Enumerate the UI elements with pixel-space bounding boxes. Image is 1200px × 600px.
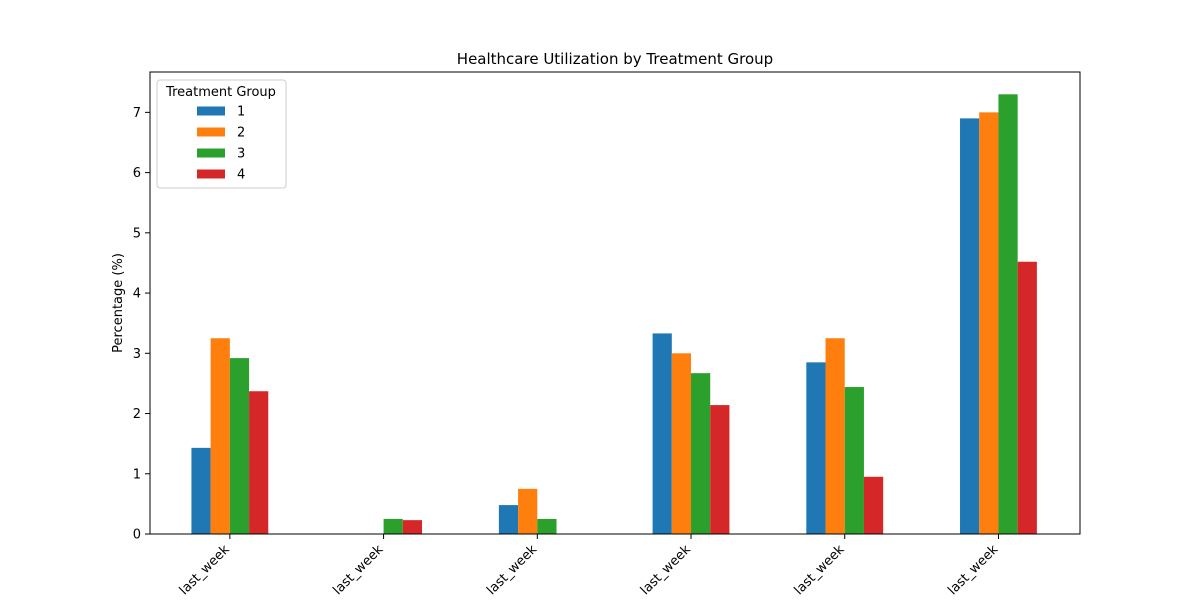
bar-series-2-cat-6	[979, 112, 999, 535]
y-tick-label: 6	[133, 166, 141, 181]
chart-title: Healthcare Utilization by Treatment Grou…	[457, 50, 773, 68]
bar-series-3-cat-1	[229, 358, 250, 534]
bar-series-1-cat-5	[806, 362, 826, 534]
bar-series-3-cat-4	[691, 373, 711, 534]
bar-series-4-cat-4	[710, 405, 730, 534]
y-tick-label: 1	[133, 467, 141, 482]
bar-series-2-cat-5	[825, 338, 845, 534]
y-tick-label: 2	[133, 407, 141, 422]
bar-series-3-cat-6	[998, 94, 1018, 534]
bar-series-1-cat-4	[652, 333, 672, 534]
bars-group	[191, 94, 1037, 535]
bar-series-2-cat-4	[671, 353, 692, 534]
legend-label-1: 1	[237, 105, 245, 120]
y-axis: 0 1 2 3 4 5 6 7	[133, 106, 150, 543]
y-tick-label: 4	[133, 287, 141, 302]
legend-swatch-4	[197, 169, 225, 179]
y-tick-label: 5	[133, 226, 141, 241]
bar-series-2-cat-3	[518, 488, 538, 534]
legend-swatch-3	[197, 148, 225, 158]
bar-series-2-cat-1	[210, 338, 230, 534]
bar-series-1-cat-3	[498, 505, 519, 534]
legend-label-2: 2	[237, 126, 245, 141]
legend-label-4: 4	[237, 168, 245, 183]
bar-series-4-cat-2	[402, 520, 422, 534]
bar-series-3-cat-2	[383, 518, 403, 534]
y-axis-label: Percentage (%)	[111, 253, 126, 353]
y-tick-label: 0	[133, 528, 141, 543]
bar-series-1-cat-1	[191, 447, 211, 534]
y-tick-label: 7	[133, 106, 141, 121]
legend: Treatment Group 1 2 3 4	[156, 79, 287, 189]
y-tick-label: 3	[133, 347, 141, 362]
bar-series-4-cat-6	[1017, 261, 1037, 534]
bar-series-3-cat-5	[844, 387, 864, 534]
bar-series-1-cat-6	[960, 118, 980, 534]
legend-swatch-2	[197, 127, 225, 137]
bar-series-3-cat-3	[537, 518, 557, 534]
legend-swatch-1	[197, 106, 225, 116]
legend-label-3: 3	[237, 147, 245, 162]
plot-frame	[149, 71, 1081, 535]
legend-title: Treatment Group	[165, 85, 276, 100]
bar-series-4-cat-1	[249, 391, 269, 534]
bar-series-4-cat-5	[863, 476, 884, 534]
